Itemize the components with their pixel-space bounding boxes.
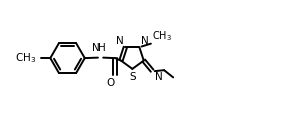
Text: CH$_3$: CH$_3$ xyxy=(152,29,172,43)
Text: CH$_3$: CH$_3$ xyxy=(15,51,37,65)
Text: N: N xyxy=(155,72,162,82)
Text: N: N xyxy=(141,36,149,46)
Text: O: O xyxy=(107,78,115,88)
Text: S: S xyxy=(129,72,136,82)
Text: H: H xyxy=(98,43,106,53)
Text: N: N xyxy=(92,43,99,53)
Text: N: N xyxy=(116,36,123,46)
